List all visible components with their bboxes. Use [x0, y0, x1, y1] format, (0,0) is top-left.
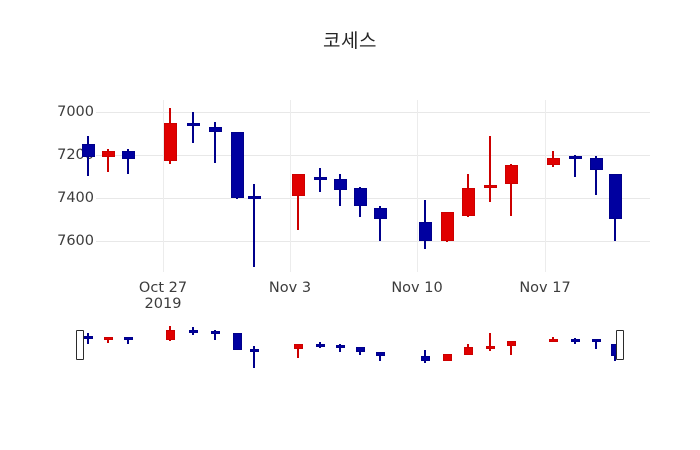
candlestick-wick	[379, 351, 381, 362]
candlestick-body	[485, 346, 495, 350]
gridline-horizontal	[96, 112, 650, 113]
candlestick-body	[355, 347, 365, 352]
x-tick-primary: Nov 3	[268, 280, 312, 296]
candlestick-body	[608, 174, 622, 220]
candlestick-wick	[253, 346, 255, 368]
candlestick-wick	[253, 184, 255, 267]
candlestick-body	[591, 339, 601, 343]
candlestick-body	[103, 337, 113, 341]
candlestick-body	[375, 352, 385, 356]
x-axis-tick-label: Oct 27 2019	[139, 280, 187, 312]
candlestick-wick	[510, 163, 512, 217]
candlestick-wick	[107, 148, 109, 173]
candlestick-body	[463, 347, 473, 355]
gridline-vertical	[290, 100, 291, 272]
candlestick-body	[568, 156, 582, 160]
candlestick-body	[247, 195, 261, 199]
candlestick-body	[165, 329, 175, 341]
candlestick-body	[442, 353, 452, 362]
candlestick-body	[420, 356, 430, 362]
candlestick-wick	[379, 205, 381, 241]
range-end-handle[interactable]	[616, 330, 624, 360]
x-tick-primary: Oct 27	[138, 280, 188, 296]
range-navigator[interactable]	[0, 318, 700, 380]
gridline-horizontal	[96, 241, 650, 242]
candlestick-body	[163, 122, 177, 162]
candlestick-body	[232, 332, 242, 350]
candlestick-wick	[214, 329, 216, 341]
candlestick-wick	[574, 155, 576, 177]
candlestick-wick	[192, 112, 194, 144]
candlestick-body	[570, 338, 580, 342]
candlestick-wick	[319, 167, 321, 192]
range-start-handle[interactable]	[76, 330, 84, 360]
y-axis-tick-label: 7000	[57, 104, 94, 120]
x-axis-tick-label: Nov 3	[269, 280, 311, 296]
candlestick-wick	[127, 148, 129, 175]
candlestick-body	[315, 344, 325, 348]
gridline-vertical	[163, 100, 164, 272]
candlestick-body	[208, 127, 222, 133]
candlestick-body	[440, 211, 454, 241]
gridline-horizontal	[96, 198, 650, 199]
x-tick-primary: Nov 17	[519, 280, 571, 296]
candlestick-wick	[489, 333, 491, 351]
candlestick-wick	[214, 121, 216, 163]
gridline-horizontal	[96, 155, 650, 156]
candlestick-body	[123, 337, 133, 341]
candlestick-body	[333, 178, 347, 191]
candlestick-body	[188, 329, 198, 333]
candlestick-body	[81, 144, 95, 158]
x-tick-year: 2019	[144, 296, 182, 312]
chart-title: 코세스	[323, 30, 377, 52]
candlestick-wick	[297, 343, 299, 359]
candlestick-body	[101, 150, 115, 158]
candlestick-body	[249, 349, 259, 353]
y-axis-tick-label: 7400	[57, 190, 94, 206]
gridline-vertical	[417, 100, 418, 272]
candlestick-body	[506, 341, 516, 347]
candlestick-body	[313, 176, 327, 180]
x-tick-primary: Nov 10	[391, 280, 443, 296]
candlestick-body	[353, 188, 367, 206]
candlestick-body	[504, 164, 518, 185]
candlestick-wick	[489, 135, 491, 203]
candlestick-body	[548, 339, 558, 343]
candlestick-body	[373, 207, 387, 220]
x-axis-tick-label: Nov 17	[519, 280, 570, 296]
candlestick-wick	[510, 340, 512, 355]
candlestick-body	[293, 343, 303, 350]
candlestick-wick	[297, 174, 299, 231]
candlestick-body	[210, 331, 220, 335]
y-axis-tick-label: 7600	[57, 233, 94, 249]
candlestick-body	[461, 188, 475, 217]
candlestick-wick	[595, 338, 597, 349]
candlestick-body	[230, 132, 244, 198]
candlestick-wick	[595, 156, 597, 195]
candlestick-body	[291, 174, 305, 196]
navigator-candlestick-series	[0, 318, 700, 380]
candlestick-body	[483, 185, 497, 189]
candlestick-body	[121, 150, 135, 160]
candlestick-body	[546, 158, 560, 165]
candlestick-body	[418, 221, 432, 241]
gridline-vertical	[545, 100, 546, 272]
candlestick-body	[83, 335, 93, 340]
candlestick-body	[186, 122, 200, 126]
x-axis-tick-label: Nov 10	[391, 280, 442, 296]
candlestick-body	[335, 344, 345, 348]
candlestick-body	[589, 158, 603, 171]
